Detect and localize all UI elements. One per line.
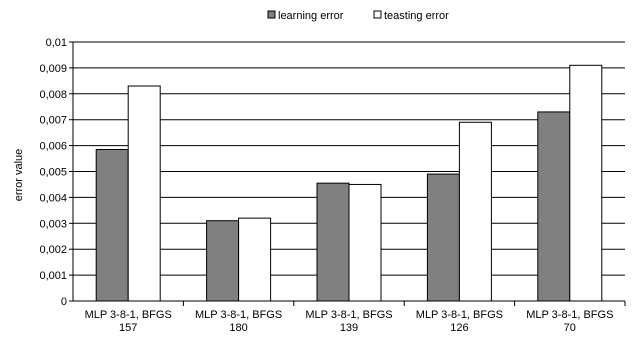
y-tick-label: 0,001 [39,270,67,282]
y-tick-label: 0 [61,296,67,308]
y-axis-title: error value [13,149,25,202]
legend-label: learning error [278,10,344,22]
bar-learning-error-4 [537,111,571,302]
bar-learning-error-2 [316,182,350,302]
y-tick-label: 0,006 [39,141,67,153]
y-tick-label: 0,007 [39,115,67,127]
x-tick-label: MLP 3-8-1, BFGS [305,309,392,321]
bars [95,64,603,302]
y-tick-label: 0,008 [39,89,67,101]
x-tick-label: MLP 3-8-1, BFGS [416,309,503,321]
bar-teasting-error-4 [569,64,603,302]
bar-learning-error-1 [206,220,240,302]
x-tick-label: 126 [450,322,468,334]
x-tick-label: 157 [119,322,137,334]
bar-teasting-error-0 [127,85,161,302]
bar-learning-error-3 [426,173,460,302]
x-tick-label: 139 [340,322,358,334]
bar-teasting-error-3 [458,121,492,302]
bar-teasting-error-1 [238,217,272,302]
y-tick-label: 0,004 [39,192,67,204]
legend-swatch [373,10,382,19]
x-tick-label: 180 [229,322,247,334]
y-tick-label: 0,009 [39,63,67,75]
y-tick-label: 0,005 [39,167,67,179]
y-tick-label: 0,002 [39,244,67,256]
x-tick-label: MLP 3-8-1, BFGS [526,309,613,321]
y-tick-label: 0,01 [46,37,67,49]
legend: learning error teasting error [267,10,449,22]
y-tick-label: 0,003 [39,218,67,230]
axes: 0 0,001 0,002 0,003 0,004 0,005 0,006 0,007 0,00… [39,37,626,334]
x-tick-label: MLP 3-8-1, BFGS [85,309,172,321]
x-tick-label: MLP 3-8-1, BFGS [195,309,282,321]
bar-learning-error-0 [95,148,129,302]
bar-teasting-error-2 [348,183,382,302]
x-tick-label: 70 [564,322,576,334]
legend-label: teasting error [384,10,449,22]
legend-swatch [267,10,276,19]
